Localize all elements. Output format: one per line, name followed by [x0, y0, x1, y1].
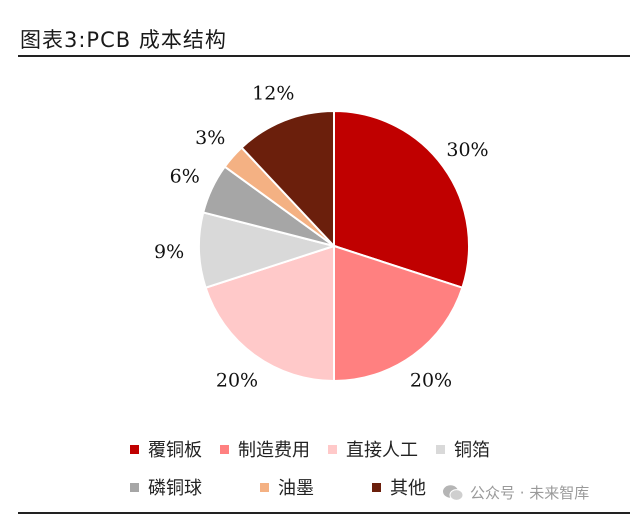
watermark: 公众号 · 未来智库	[442, 482, 589, 503]
legend-label: 制造费用	[238, 440, 310, 461]
data-label-5: 3%	[195, 127, 225, 149]
legend-item-5: 油墨	[260, 474, 314, 500]
legend-swatch	[220, 444, 229, 454]
legend-row-2: 磷铜球 油墨 其他	[130, 474, 484, 500]
legend-swatch	[328, 444, 337, 454]
title-divider	[18, 55, 630, 57]
legend-swatch	[372, 482, 381, 492]
legend-item-0: 覆铜板	[130, 436, 202, 462]
data-label-3: 9%	[154, 241, 184, 263]
bottom-divider	[18, 512, 630, 514]
legend-item-1: 制造费用	[220, 436, 310, 462]
pie-slice-2	[204, 244, 335, 383]
legend-row-1: 覆铜板 制造费用 直接人工 铜箔	[130, 436, 508, 462]
pie-slice-0	[333, 109, 470, 289]
legend-label: 油墨	[278, 478, 314, 499]
wechat-icon	[442, 484, 464, 502]
watermark-text: 公众号 · 未来智库	[470, 484, 590, 502]
pie-slice-6	[240, 109, 335, 249]
chart-title: 图表3:PCB 成本结构	[20, 28, 227, 52]
data-label-6: 12%	[252, 83, 294, 105]
legend-label: 直接人工	[346, 440, 418, 461]
legend-label: 铜箔	[454, 440, 490, 461]
legend-swatch	[436, 444, 445, 454]
pie-slice-1	[333, 244, 464, 383]
legend-swatch	[130, 444, 139, 454]
legend-label: 覆铜板	[148, 440, 202, 461]
legend-swatch	[260, 482, 269, 492]
data-label-1: 20%	[410, 370, 452, 392]
legend-label: 磷铜球	[148, 478, 202, 499]
legend-item-4: 磷铜球	[130, 474, 202, 500]
data-label-0: 30%	[446, 139, 488, 161]
legend-item-3: 铜箔	[436, 436, 490, 462]
data-label-4: 6%	[170, 166, 200, 188]
legend-item-6: 其他	[372, 474, 426, 500]
data-label-2: 20%	[216, 370, 258, 392]
legend-swatch	[130, 482, 139, 492]
legend-label: 其他	[390, 478, 426, 499]
legend-item-2: 直接人工	[328, 436, 418, 462]
